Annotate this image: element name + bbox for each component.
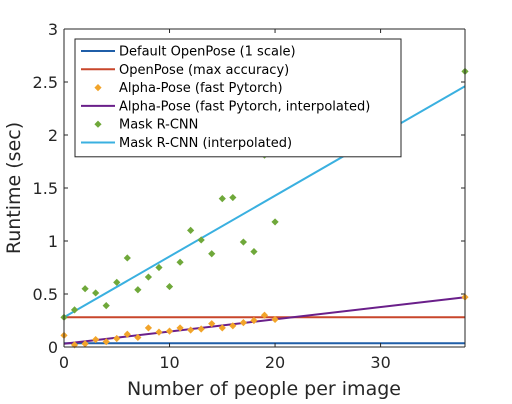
series-4-point [208, 250, 216, 258]
y-tick-label: 2 [48, 126, 58, 145]
series-4-point [134, 286, 142, 294]
series-2-point [102, 338, 110, 346]
series-2-point [155, 328, 163, 336]
axis-ticks: 0 10 20 30 0 0.5 1 1.5 2 2.5 3 [33, 20, 465, 372]
x-tick-label: 0 [59, 353, 69, 372]
series-2-point [197, 325, 205, 333]
legend-marker-4 [94, 120, 102, 128]
chart-marks [60, 67, 469, 349]
series-2-point [187, 326, 195, 334]
series-4-point [187, 226, 195, 234]
y-tick-label: 0.5 [33, 285, 58, 304]
series-4-point [113, 278, 121, 286]
series-4-point [70, 306, 79, 314]
series-4-point [81, 285, 89, 293]
series-2-point [176, 324, 184, 332]
series-4-point [197, 236, 205, 244]
y-tick-label: 1.5 [33, 179, 58, 198]
series-2-point [271, 315, 279, 324]
x-axis-label: Number of people per image [127, 378, 401, 400]
legend-label-3: Alpha-Pose (fast Pytorch, interpolated) [119, 99, 370, 114]
series-4-point [165, 282, 174, 291]
series-4-point [229, 193, 237, 202]
series-4-point [102, 302, 110, 310]
series-2-point [134, 333, 142, 342]
legend-label-2: Alpha-Pose (fast Pytorch) [119, 81, 283, 96]
series-2-point [239, 319, 247, 327]
series-2-point [144, 324, 153, 332]
series-4-point [271, 218, 279, 226]
legend: Default OpenPose (1 scale) OpenPose (max … [74, 38, 402, 158]
series-4-point [218, 195, 226, 203]
series-2-point [123, 330, 131, 338]
series-4-point [123, 254, 131, 262]
series-4-point [176, 258, 184, 266]
y-axis-label: Runtime (sec) [3, 122, 25, 254]
series-4-point [239, 238, 247, 246]
legend-marker-2 [94, 84, 102, 92]
legend-label-4: Mask R-CNN [119, 118, 198, 133]
legend-label-5: Mask R-CNN (interpolated) [119, 136, 292, 151]
series-line-3 [63, 296, 466, 345]
legend-label-1: OpenPose (max accuracy) [119, 63, 289, 78]
x-tick-label: 20 [265, 353, 285, 372]
series-2-point [92, 335, 100, 344]
x-tick-label: 30 [370, 353, 390, 372]
y-tick-label: 2.5 [33, 73, 58, 92]
series-4-point [250, 248, 258, 256]
y-tick-label: 1 [48, 232, 58, 251]
series-2-point [113, 334, 121, 343]
y-tick-label: 3 [48, 20, 58, 39]
legend-box [74, 38, 402, 158]
x-tick-label: 10 [159, 353, 179, 372]
series-4-point [155, 263, 163, 272]
y-tick-label: 0 [48, 338, 58, 357]
series-2-point [208, 320, 216, 328]
series-4-point [92, 289, 100, 297]
series-2-point [250, 316, 258, 325]
series-2-point [229, 322, 237, 330]
series-2-point [165, 327, 174, 335]
series-2-point [218, 324, 226, 332]
series-4-point [144, 273, 153, 281]
series-2-point [260, 311, 269, 319]
legend-label-0: Default OpenPose (1 scale) [119, 45, 296, 60]
series-2-point [81, 340, 89, 348]
